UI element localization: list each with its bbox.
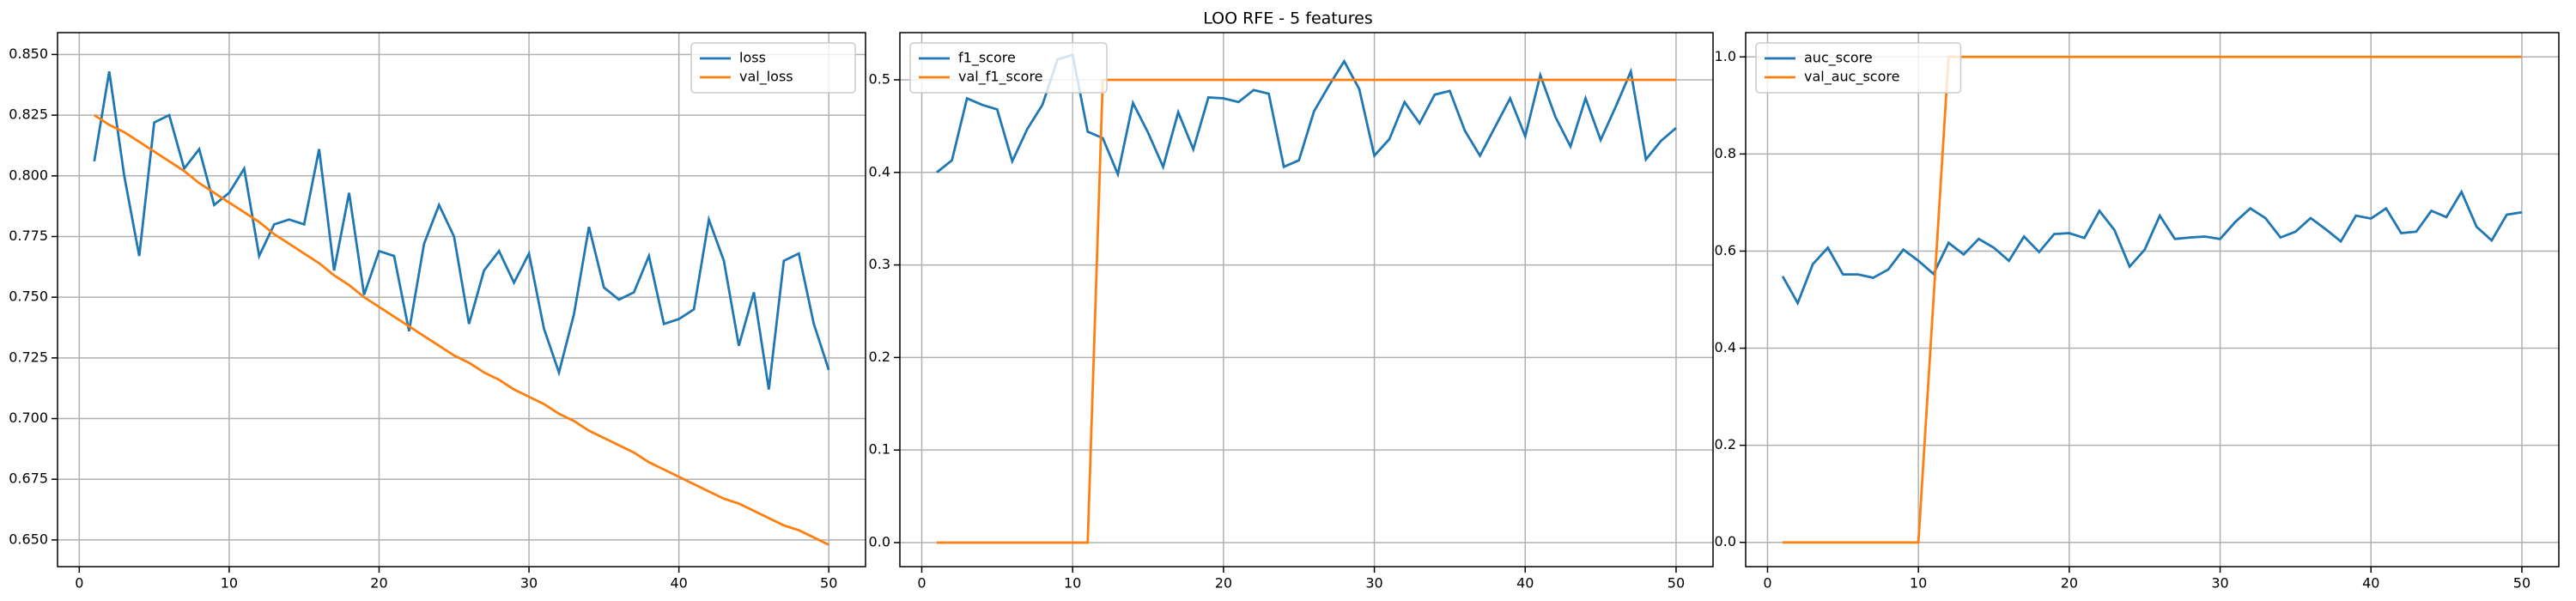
x-tick-label: 0 <box>75 575 83 592</box>
y-tick-label: 0.5 <box>869 70 890 87</box>
x-tick-label: 40 <box>2362 575 2379 592</box>
x-tick-label: 30 <box>1365 575 1382 592</box>
y-tick-label: 0.4 <box>869 163 890 179</box>
axes: 0 10 20 30 40 50 0.650 0.675 0.700 0.725 0.750 0.77… <box>9 32 866 592</box>
legend-label: f1_score <box>958 50 1016 67</box>
x-tick-label: 20 <box>1215 575 1232 592</box>
legend-label: val_loss <box>739 69 793 86</box>
y-tick-label: 0.1 <box>869 441 890 458</box>
legend-box <box>909 42 1108 94</box>
y-tick-label: 0.700 <box>9 410 48 426</box>
y-tick-label: 0.8 <box>1715 145 1736 161</box>
y-tick-label: 0.6 <box>1715 242 1736 258</box>
y-tick-label: 0.0 <box>1715 533 1736 549</box>
axes: 0 10 20 30 40 50 0.0 0.2 0.4 0.6 0.8 1.0 auc_scoreva… <box>1715 32 2560 592</box>
y-tick-label: 0.825 <box>9 106 48 123</box>
y-tick-label: 1.0 <box>1715 48 1736 64</box>
x-tick-label: 30 <box>520 575 538 592</box>
legend: loss val_loss <box>690 42 856 94</box>
series-line <box>937 78 1676 544</box>
legend: f1_score val_f1_score <box>909 42 1108 94</box>
y-tick-label: 0.725 <box>9 349 48 365</box>
x-tick-label: 10 <box>221 575 238 592</box>
series-line <box>93 71 830 390</box>
legend-box <box>1755 42 1962 94</box>
legend-label: loss <box>739 50 766 66</box>
y-tick-label: 0.850 <box>9 46 48 62</box>
y-tick-label: 0.675 <box>9 470 48 487</box>
plot-frame <box>57 32 866 568</box>
legend-label: auc_score <box>1804 50 1873 67</box>
x-tick-label: 50 <box>1668 575 1685 592</box>
y-tick-label: 0.750 <box>9 288 48 305</box>
legend: auc_score val_auc_score <box>1755 42 1962 94</box>
series-line <box>1783 55 2522 544</box>
y-tick-label: 0.650 <box>9 531 48 547</box>
y-tick-label: 0.3 <box>869 256 890 272</box>
x-tick-label: 30 <box>2211 575 2228 592</box>
plot-frame <box>899 32 1714 568</box>
x-tick-label: 10 <box>1910 575 1927 592</box>
x-tick-label: 20 <box>370 575 387 592</box>
x-tick-label: 0 <box>1763 575 1771 592</box>
x-tick-label: 10 <box>1064 575 1081 592</box>
y-tick-label: 0.800 <box>9 167 48 183</box>
x-tick-label: 40 <box>1516 575 1534 592</box>
legend-box <box>690 42 856 94</box>
y-tick-label: 0.2 <box>869 349 890 365</box>
y-tick-label: 0.0 <box>869 533 890 549</box>
plot-frame <box>1745 32 2560 568</box>
y-tick-label: 0.4 <box>1715 339 1736 355</box>
x-tick-label: 20 <box>2061 575 2078 592</box>
series-line <box>1781 189 2523 307</box>
x-tick-label: 40 <box>670 575 687 592</box>
legend-label: val_f1_score <box>958 69 1043 86</box>
legend-label: val_auc_score <box>1804 69 1899 86</box>
figure-title: LOO RFE - 5 features <box>1203 9 1373 28</box>
series-line <box>94 113 829 546</box>
x-tick-label: 0 <box>917 575 926 592</box>
x-tick-label: 50 <box>2513 575 2530 592</box>
y-tick-label: 0.775 <box>9 228 48 244</box>
axes: 0 10 20 30 40 50 0.0 0.1 0.2 0.3 0.4 0.5 f1_scoreval… <box>869 32 1714 592</box>
y-tick-label: 0.2 <box>1715 436 1736 452</box>
x-tick-label: 50 <box>820 575 837 592</box>
